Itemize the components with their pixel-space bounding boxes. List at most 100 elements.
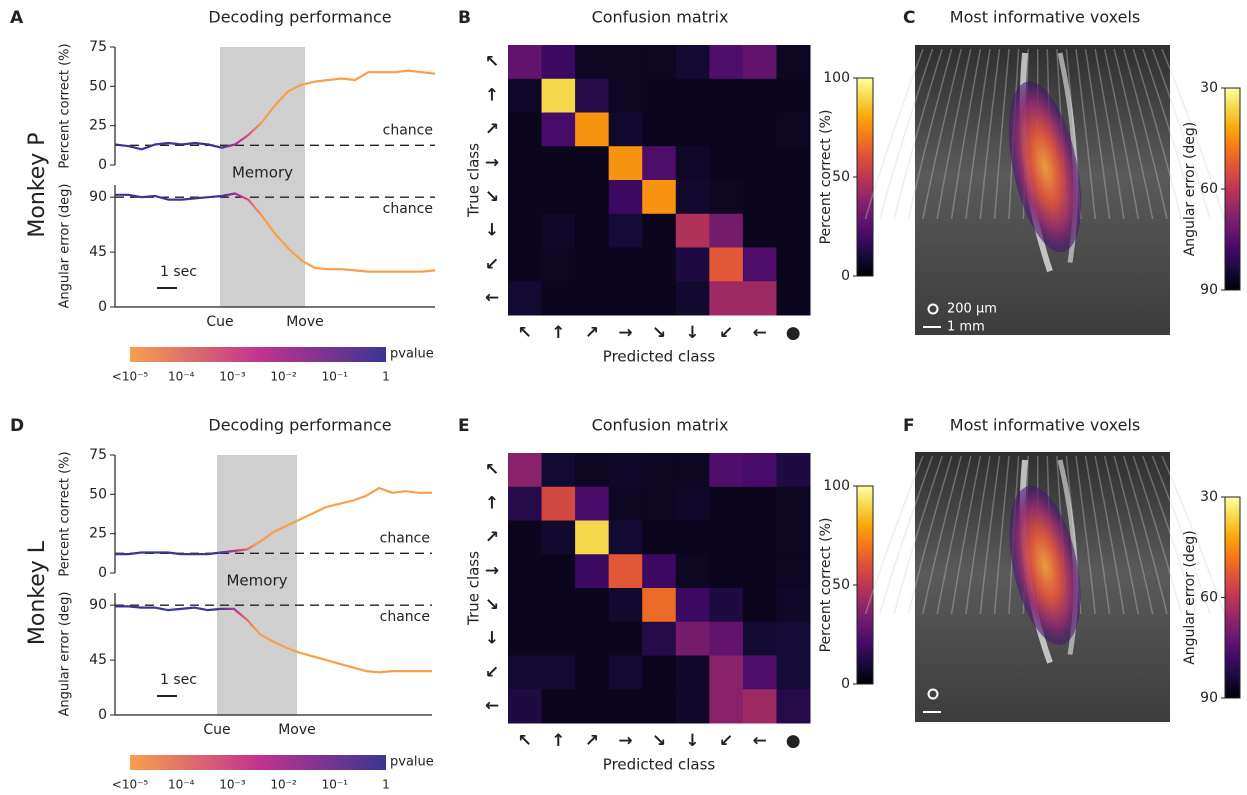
panel-title: Confusion matrix <box>592 8 729 27</box>
heatmap-cell <box>609 689 643 723</box>
colorbar <box>857 486 873 684</box>
colorbar-tick-label: 100 <box>823 478 850 494</box>
y-tick-label: ↖ <box>485 52 499 72</box>
heatmap-cell <box>575 554 609 588</box>
colorbar-tick-label: 50 <box>832 577 850 593</box>
heatmap-cell <box>676 180 710 214</box>
colorbar-tick-label: 60 <box>1200 590 1218 606</box>
heatmap-cell <box>575 248 609 282</box>
colorbar-tick-label: <10⁻⁵ <box>112 778 149 792</box>
heatmap-cell <box>542 521 576 555</box>
y-tick-label: 0 <box>98 157 107 173</box>
heatmap-cell <box>508 146 542 180</box>
heatmap-cell <box>642 45 676 79</box>
heatmap-cell <box>776 214 810 248</box>
colorbar-tick-label: 100 <box>823 70 850 86</box>
heatmap-cell <box>508 521 542 555</box>
y-tick-label: 0 <box>98 299 107 315</box>
x-tick-label: ↓ <box>685 731 699 751</box>
y-axis-label: Percent correct (%) <box>58 451 73 576</box>
heatmap-cell <box>743 588 777 622</box>
heatmap-cell <box>542 79 576 113</box>
heatmap-cell <box>542 656 576 690</box>
heatmap-cell <box>609 453 643 487</box>
colorbar-title: pvalue <box>390 347 434 362</box>
heatmap-cell <box>508 453 542 487</box>
heatmap-cell <box>709 146 743 180</box>
heatmap-cell <box>508 554 542 588</box>
heatmap-cell <box>709 453 743 487</box>
y-tick-label: 50 <box>89 78 107 94</box>
panel-title: Most informative voxels <box>950 8 1140 27</box>
colorbar-tick-label: <10⁻⁵ <box>112 370 149 384</box>
x-tick-label: ← <box>753 731 767 751</box>
heatmap-cell <box>642 588 676 622</box>
pvalue-colorbar <box>130 347 386 362</box>
y-tick-label: → <box>485 153 499 173</box>
move-label: Move <box>286 314 324 330</box>
y-tick-label: ↙ <box>485 662 499 682</box>
heatmap-cell <box>575 146 609 180</box>
heatmap-cell <box>642 554 676 588</box>
heatmap-cell <box>709 281 743 315</box>
heatmap-cell <box>709 521 743 555</box>
colorbar <box>1225 497 1240 698</box>
y-tick-label: ↙ <box>485 254 499 274</box>
heatmap-cell <box>508 180 542 214</box>
heatmap-cell <box>676 248 710 282</box>
colorbar-label: Percent correct (%) <box>818 518 834 653</box>
heatmap-cell <box>776 248 810 282</box>
colorbar-tick-label: 10⁻³ <box>219 778 246 792</box>
page: {"chart_data": [ {"type": "line", "panel… <box>0 0 1247 795</box>
y-tick-label: ← <box>485 288 499 308</box>
cue-label: Cue <box>206 314 233 330</box>
colorbar-tick-label: 1 <box>382 370 390 384</box>
heatmap-cell <box>508 214 542 248</box>
heatmap-cell <box>776 45 810 79</box>
heatmap-cell <box>575 656 609 690</box>
y-tick-label: ↘ <box>485 595 499 615</box>
heatmap-cell <box>776 487 810 521</box>
heatmap-cell <box>642 113 676 147</box>
heatmap-cell <box>743 214 777 248</box>
heatmap-cell <box>609 79 643 113</box>
colorbar-tick-label: 10⁻² <box>270 370 297 384</box>
heatmap-cell <box>575 180 609 214</box>
heatmap-cell <box>709 656 743 690</box>
x-tick-label: ↓ <box>685 323 699 343</box>
y-tick-label: ↑ <box>485 86 499 106</box>
heatmap-cell <box>676 146 710 180</box>
heatmap-cell <box>743 281 777 315</box>
chance-label: chance <box>383 122 433 138</box>
heatmap-cell <box>575 689 609 723</box>
x-tick-label: ↘ <box>652 731 666 751</box>
heatmap-cell <box>609 248 643 282</box>
heatmap-cell <box>575 521 609 555</box>
y-tick-label: 0 <box>98 565 107 581</box>
heatmap-cell <box>776 453 810 487</box>
colorbar <box>857 78 873 276</box>
heatmap-cell <box>642 146 676 180</box>
heatmap-cell <box>676 656 710 690</box>
heatmap-cell <box>609 521 643 555</box>
heatmap-cell <box>542 588 576 622</box>
heatmap-cell <box>776 656 810 690</box>
x-tick-label: ↗ <box>585 323 599 343</box>
y-tick-label: ← <box>485 696 499 716</box>
heatmap-cell <box>508 248 542 282</box>
heatmap-cell <box>676 689 710 723</box>
heatmap-cell <box>709 689 743 723</box>
scale-label: 1 mm <box>947 320 985 335</box>
colorbar-label: Angular error (deg) <box>1182 122 1198 257</box>
cue-label: Cue <box>203 722 230 738</box>
pvalue-colorbar <box>130 755 386 770</box>
heatmap-cell <box>642 521 676 555</box>
heatmap-cell <box>743 554 777 588</box>
panel-letter: F <box>903 416 915 436</box>
heatmap-cell <box>709 45 743 79</box>
heatmap-cell <box>743 622 777 656</box>
x-tick-label: ↖ <box>518 731 532 751</box>
heatmap-cell <box>642 79 676 113</box>
chance-label: chance <box>380 609 430 625</box>
heatmap-cell <box>642 453 676 487</box>
